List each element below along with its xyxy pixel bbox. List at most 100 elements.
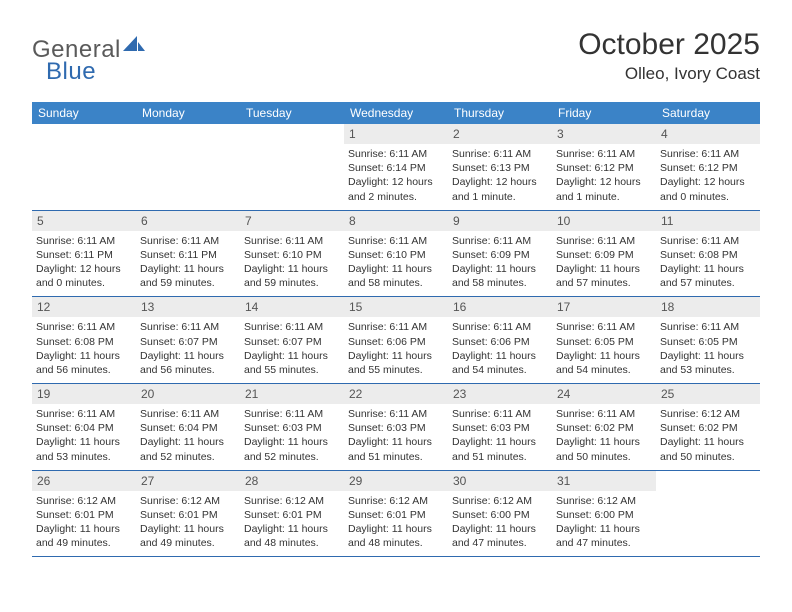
day-info: Sunrise: 6:11 AMSunset: 6:05 PMDaylight:… xyxy=(556,320,652,377)
calendar-cell: 30 Sunrise: 6:12 AMSunset: 6:00 PMDayligh… xyxy=(448,470,552,557)
day-info: Sunrise: 6:11 AMSunset: 6:03 PMDaylight:… xyxy=(452,407,548,464)
day-header: Sunday xyxy=(32,102,136,124)
sunset-text: Sunset: 6:12 PM xyxy=(556,161,652,175)
daylight-text: Daylight: 11 hours and 50 minutes. xyxy=(660,435,756,463)
sunset-text: Sunset: 6:11 PM xyxy=(140,248,236,262)
sunrise-text: Sunrise: 6:11 AM xyxy=(556,234,652,248)
sunrise-text: Sunrise: 6:11 AM xyxy=(244,407,340,421)
daylight-text: Daylight: 11 hours and 47 minutes. xyxy=(556,522,652,550)
location-label: Olleo, Ivory Coast xyxy=(578,64,760,84)
daylight-text: Daylight: 11 hours and 55 minutes. xyxy=(348,349,444,377)
sunset-text: Sunset: 6:01 PM xyxy=(348,508,444,522)
day-info: Sunrise: 6:12 AMSunset: 6:01 PMDaylight:… xyxy=(244,494,340,551)
calendar-cell: 9 Sunrise: 6:11 AMSunset: 6:09 PMDaylight… xyxy=(448,210,552,297)
day-info: Sunrise: 6:11 AMSunset: 6:06 PMDaylight:… xyxy=(452,320,548,377)
day-info: Sunrise: 6:12 AMSunset: 6:02 PMDaylight:… xyxy=(660,407,756,464)
day-number: 21 xyxy=(240,384,344,404)
daylight-text: Daylight: 11 hours and 49 minutes. xyxy=(36,522,132,550)
day-number: 22 xyxy=(344,384,448,404)
calendar-cell: 10Sunrise: 6:11 AMSunset: 6:09 PMDayligh… xyxy=(552,210,656,297)
sunrise-text: Sunrise: 6:11 AM xyxy=(348,147,444,161)
daylight-text: Daylight: 11 hours and 48 minutes. xyxy=(244,522,340,550)
day-number: 11 xyxy=(656,211,760,231)
sunset-text: Sunset: 6:08 PM xyxy=(36,335,132,349)
daylight-text: Daylight: 11 hours and 58 minutes. xyxy=(348,262,444,290)
day-number: 20 xyxy=(136,384,240,404)
calendar-cell: 19Sunrise: 6:11 AMSunset: 6:04 PMDayligh… xyxy=(32,384,136,471)
day-number: 26 xyxy=(32,471,136,491)
calendar-cell: 14Sunrise: 6:11 AMSunset: 6:07 PMDayligh… xyxy=(240,297,344,384)
day-number: 17 xyxy=(552,297,656,317)
calendar-cell xyxy=(32,124,136,210)
daylight-text: Daylight: 11 hours and 47 minutes. xyxy=(452,522,548,550)
day-info: Sunrise: 6:11 AMSunset: 6:02 PMDaylight:… xyxy=(556,407,652,464)
day-number: 29 xyxy=(344,471,448,491)
daylight-text: Daylight: 11 hours and 53 minutes. xyxy=(36,435,132,463)
day-number: 30 xyxy=(448,471,552,491)
day-header: Tuesday xyxy=(240,102,344,124)
sunset-text: Sunset: 6:03 PM xyxy=(452,421,548,435)
day-info: Sunrise: 6:11 AMSunset: 6:04 PMDaylight:… xyxy=(36,407,132,464)
sunset-text: Sunset: 6:01 PM xyxy=(244,508,340,522)
sunrise-text: Sunrise: 6:11 AM xyxy=(452,407,548,421)
day-number: 4 xyxy=(656,124,760,144)
sunrise-text: Sunrise: 6:12 AM xyxy=(244,494,340,508)
sunrise-text: Sunrise: 6:11 AM xyxy=(36,234,132,248)
day-info: Sunrise: 6:11 AMSunset: 6:05 PMDaylight:… xyxy=(660,320,756,377)
sunrise-text: Sunrise: 6:11 AM xyxy=(244,234,340,248)
header: General October 2025 Olleo, Ivory Coast xyxy=(32,28,760,84)
sunrise-text: Sunrise: 6:12 AM xyxy=(660,407,756,421)
calendar-cell: 13Sunrise: 6:11 AMSunset: 6:07 PMDayligh… xyxy=(136,297,240,384)
day-number: 9 xyxy=(448,211,552,231)
day-info: Sunrise: 6:11 AMSunset: 6:13 PMDaylight:… xyxy=(452,147,548,204)
calendar-cell: 2Sunrise: 6:11 AMSunset: 6:13 PMDaylight… xyxy=(448,124,552,210)
calendar-cell: 17 Sunrise: 6:11 AMSunset: 6:05 PMDayligh… xyxy=(552,297,656,384)
day-number: 18 xyxy=(656,297,760,317)
calendar-cell: 3Sunrise: 6:11 AMSunset: 6:12 PMDaylight… xyxy=(552,124,656,210)
calendar-cell: 24Sunrise: 6:11 AMSunset: 6:02 PMDayligh… xyxy=(552,384,656,471)
sunset-text: Sunset: 6:13 PM xyxy=(452,161,548,175)
calendar-cell: 21Sunrise: 6:11 AMSunset: 6:03 PMDayligh… xyxy=(240,384,344,471)
daylight-text: Daylight: 11 hours and 55 minutes. xyxy=(244,349,340,377)
day-info: Sunrise: 6:11 AMSunset: 6:09 PMDaylight:… xyxy=(452,234,548,291)
daylight-text: Daylight: 11 hours and 56 minutes. xyxy=(140,349,236,377)
sunset-text: Sunset: 6:01 PM xyxy=(140,508,236,522)
sunset-text: Sunset: 6:00 PM xyxy=(452,508,548,522)
calendar-cell: 12Sunrise: 6:11 AMSunset: 6:08 PMDayligh… xyxy=(32,297,136,384)
sunrise-text: Sunrise: 6:11 AM xyxy=(452,320,548,334)
day-info: Sunrise: 6:12 AMSunset: 6:00 PMDaylight:… xyxy=(452,494,548,551)
sunrise-text: Sunrise: 6:12 AM xyxy=(348,494,444,508)
daylight-text: Daylight: 12 hours and 0 minutes. xyxy=(36,262,132,290)
daylight-text: Daylight: 11 hours and 57 minutes. xyxy=(660,262,756,290)
sunrise-text: Sunrise: 6:11 AM xyxy=(556,147,652,161)
calendar-cell: 7 Sunrise: 6:11 AMSunset: 6:10 PMDaylight… xyxy=(240,210,344,297)
day-number: 25 xyxy=(656,384,760,404)
day-number: 12 xyxy=(32,297,136,317)
sunset-text: Sunset: 6:02 PM xyxy=(660,421,756,435)
calendar-cell: 18 Sunrise: 6:11 AMSunset: 6:05 PMDayligh… xyxy=(656,297,760,384)
logo-text-blue: Blue xyxy=(46,58,96,85)
day-info: Sunrise: 6:11 AMSunset: 6:10 PMDaylight:… xyxy=(348,234,444,291)
calendar-cell: 6Sunrise: 6:11 AMSunset: 6:11 PMDaylight… xyxy=(136,210,240,297)
sunrise-text: Sunrise: 6:11 AM xyxy=(140,407,236,421)
sunset-text: Sunset: 6:04 PM xyxy=(36,421,132,435)
daylight-text: Daylight: 11 hours and 48 minutes. xyxy=(348,522,444,550)
day-info: Sunrise: 6:11 AMSunset: 6:10 PMDaylight:… xyxy=(244,234,340,291)
daylight-text: Daylight: 11 hours and 51 minutes. xyxy=(452,435,548,463)
daylight-text: Daylight: 11 hours and 57 minutes. xyxy=(556,262,652,290)
day-number: 7 xyxy=(240,211,344,231)
sunset-text: Sunset: 6:00 PM xyxy=(556,508,652,522)
daylight-text: Daylight: 12 hours and 0 minutes. xyxy=(660,175,756,203)
daylight-text: Daylight: 11 hours and 56 minutes. xyxy=(36,349,132,377)
calendar-cell: 22Sunrise: 6:11 AMSunset: 6:03 PMDayligh… xyxy=(344,384,448,471)
day-header: Friday xyxy=(552,102,656,124)
sunrise-text: Sunrise: 6:11 AM xyxy=(556,320,652,334)
day-number: 27 xyxy=(136,471,240,491)
sunrise-text: Sunrise: 6:11 AM xyxy=(348,407,444,421)
calendar-cell: 20Sunrise: 6:11 AMSunset: 6:04 PMDayligh… xyxy=(136,384,240,471)
daylight-text: Daylight: 11 hours and 52 minutes. xyxy=(244,435,340,463)
daylight-text: Daylight: 11 hours and 52 minutes. xyxy=(140,435,236,463)
sunrise-text: Sunrise: 6:11 AM xyxy=(348,320,444,334)
calendar-cell: 28Sunrise: 6:12 AMSunset: 6:01 PMDayligh… xyxy=(240,470,344,557)
sunset-text: Sunset: 6:09 PM xyxy=(556,248,652,262)
